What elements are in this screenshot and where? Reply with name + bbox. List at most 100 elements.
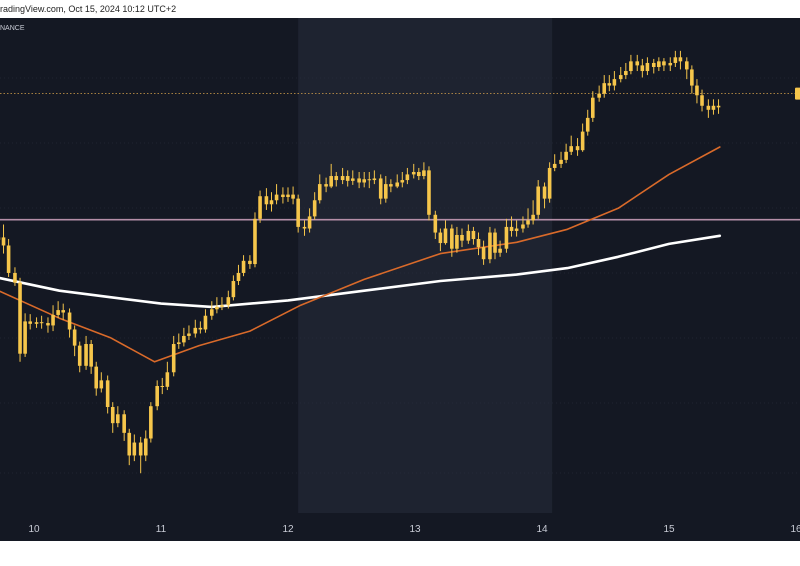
candle-body (597, 93, 601, 98)
candle-41 (220, 297, 224, 311)
candle-body (28, 321, 32, 324)
candle-60 (324, 177, 328, 193)
candle-10 (51, 305, 55, 332)
candle-body (716, 105, 721, 108)
candle-body (210, 309, 214, 316)
candle-100 (542, 182, 547, 209)
candle-96 (521, 216, 525, 233)
candle-body (312, 200, 317, 217)
candle-body (340, 176, 345, 181)
candle-8 (39, 315, 44, 329)
candle-body (46, 323, 50, 326)
candle-body (662, 61, 666, 66)
candle-75 (405, 167, 410, 185)
candle-106 (575, 138, 580, 156)
candle-109 (591, 91, 595, 122)
candle-119 (645, 57, 650, 76)
candle-body (575, 146, 580, 151)
candle-body (612, 79, 617, 86)
candle-body (241, 260, 246, 273)
candle-body (165, 372, 170, 387)
candle-body (526, 220, 530, 225)
candle-39 (210, 301, 214, 320)
candle-body (711, 105, 716, 110)
candle-130 (706, 99, 711, 118)
candle-body (149, 406, 153, 439)
candle-body (56, 310, 60, 315)
candle-128 (695, 79, 699, 104)
candle-13 (67, 308, 72, 338)
candle-32 (171, 335, 176, 377)
candle-body (657, 61, 661, 67)
candle-76 (411, 163, 416, 179)
candle-body (274, 194, 279, 201)
candle-body (624, 71, 628, 76)
candle-89 (481, 240, 486, 265)
candle-14 (72, 325, 77, 357)
header-text: radingView.com, Oct 15, 2024 10:12 UTC+2 (0, 4, 177, 14)
x-tick-label-10: 10 (28, 524, 40, 535)
candle-93 (504, 218, 509, 253)
candle-body (357, 178, 361, 183)
candle-117 (635, 54, 640, 72)
candle-body (215, 306, 219, 310)
candle-54 (291, 186, 295, 205)
candle-body (395, 182, 400, 187)
candle-body (400, 180, 405, 183)
candle-body (450, 228, 454, 249)
candle-111 (602, 75, 607, 98)
candle-body (372, 178, 377, 181)
candlestick-chart: NANCE 10 11 12 13 14 15 16 (0, 18, 800, 541)
candle-body (690, 69, 694, 86)
candle-body (231, 281, 236, 298)
candle-63 (340, 167, 345, 185)
candle-98 (531, 200, 535, 225)
candle-body (34, 322, 39, 324)
candle-67 (362, 171, 366, 188)
candle-129 (700, 89, 704, 112)
candle-131 (711, 99, 716, 115)
candle-body (476, 239, 481, 248)
candle-99 (536, 180, 540, 219)
candle-body (264, 196, 269, 205)
candle-78 (422, 162, 426, 180)
chart-header: radingView.com, Oct 15, 2024 10:12 UTC+2 (0, 0, 800, 18)
candle-2 (6, 239, 11, 277)
candle-body (569, 146, 574, 152)
candle-body (1, 237, 6, 246)
candle-42 (226, 290, 231, 309)
candle-body (132, 442, 137, 456)
candle-25 (132, 434, 137, 462)
candle-body (248, 260, 252, 265)
candle-90 (488, 226, 492, 264)
candle-body (438, 232, 443, 244)
candle-18 (94, 361, 99, 396)
candle-21 (110, 402, 115, 433)
candle-body (466, 230, 471, 241)
candle-28 (149, 402, 153, 443)
candle-body (345, 176, 350, 181)
candle-body (405, 174, 410, 181)
candle-53 (286, 187, 290, 202)
candle-body (607, 83, 612, 86)
candle-body (110, 407, 115, 424)
candle-body (187, 333, 191, 336)
candle-body (521, 224, 525, 229)
candle-body (367, 179, 372, 181)
candle-body (433, 214, 438, 233)
candle-125 (678, 50, 683, 70)
candle-85 (460, 228, 464, 248)
candle-body (564, 151, 568, 160)
candle-body (226, 297, 231, 306)
candle-69 (372, 170, 377, 185)
candle-body (39, 322, 44, 324)
candle-body (488, 232, 492, 260)
candle-body (389, 184, 393, 187)
x-tick-label-11: 11 (156, 524, 167, 535)
candle-56 (302, 220, 307, 236)
candle-48 (258, 190, 262, 223)
candle-66 (357, 171, 361, 189)
candle-body (61, 310, 66, 313)
candle-body (334, 176, 339, 181)
candle-body (99, 380, 104, 389)
